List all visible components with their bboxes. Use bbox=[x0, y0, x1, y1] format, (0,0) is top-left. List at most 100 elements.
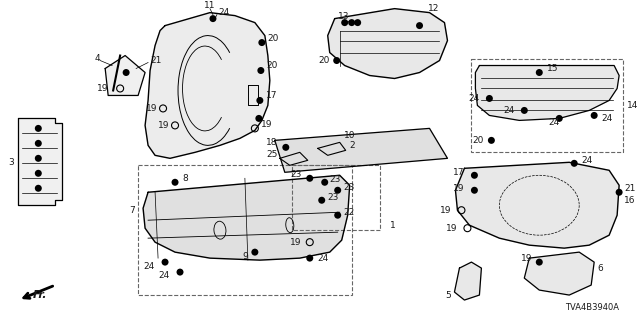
Circle shape bbox=[257, 67, 264, 74]
Text: 25: 25 bbox=[266, 150, 278, 159]
Text: 24: 24 bbox=[159, 271, 170, 280]
Bar bbox=[472, 59, 623, 152]
Text: 24: 24 bbox=[503, 106, 515, 115]
Circle shape bbox=[471, 187, 478, 194]
Polygon shape bbox=[328, 9, 447, 78]
Text: 20: 20 bbox=[472, 136, 483, 145]
Circle shape bbox=[255, 115, 262, 122]
Text: 24: 24 bbox=[144, 262, 155, 271]
Text: 1: 1 bbox=[390, 221, 396, 230]
Text: 6: 6 bbox=[597, 264, 603, 273]
Text: 8: 8 bbox=[182, 174, 188, 183]
Text: 23: 23 bbox=[291, 170, 302, 179]
Bar bbox=[292, 165, 380, 230]
Polygon shape bbox=[456, 162, 619, 248]
Circle shape bbox=[177, 268, 184, 276]
Bar bbox=[138, 165, 351, 295]
Circle shape bbox=[416, 22, 423, 29]
Circle shape bbox=[471, 172, 478, 179]
Circle shape bbox=[172, 179, 179, 186]
Text: 12: 12 bbox=[428, 4, 439, 13]
Circle shape bbox=[536, 259, 543, 266]
Polygon shape bbox=[19, 118, 62, 205]
Text: Fr.: Fr. bbox=[33, 290, 47, 300]
Text: 19: 19 bbox=[157, 121, 169, 130]
Text: 19: 19 bbox=[145, 104, 157, 113]
Circle shape bbox=[333, 57, 340, 64]
Polygon shape bbox=[476, 66, 619, 120]
Circle shape bbox=[571, 160, 578, 167]
Text: 5: 5 bbox=[445, 291, 451, 300]
Circle shape bbox=[35, 125, 42, 132]
Text: 2: 2 bbox=[349, 141, 355, 150]
Circle shape bbox=[616, 189, 623, 196]
Circle shape bbox=[35, 155, 42, 162]
Text: 9: 9 bbox=[242, 252, 248, 260]
Circle shape bbox=[161, 259, 168, 266]
Text: 24: 24 bbox=[468, 94, 479, 103]
Text: 3: 3 bbox=[8, 158, 14, 167]
Text: 17: 17 bbox=[453, 168, 465, 177]
Text: TVA4B3940A: TVA4B3940A bbox=[565, 303, 619, 312]
Circle shape bbox=[318, 197, 325, 204]
Text: 19: 19 bbox=[440, 206, 451, 215]
Circle shape bbox=[488, 137, 495, 144]
Circle shape bbox=[35, 185, 42, 192]
Text: 13: 13 bbox=[338, 12, 349, 21]
Text: 21: 21 bbox=[624, 184, 636, 193]
Circle shape bbox=[259, 39, 266, 46]
Circle shape bbox=[334, 187, 341, 194]
Circle shape bbox=[521, 107, 528, 114]
Text: 14: 14 bbox=[627, 101, 639, 110]
Circle shape bbox=[282, 144, 289, 151]
Text: 7: 7 bbox=[129, 206, 135, 215]
Circle shape bbox=[556, 115, 563, 122]
Circle shape bbox=[123, 69, 130, 76]
Polygon shape bbox=[524, 252, 594, 295]
Circle shape bbox=[307, 255, 313, 262]
Text: 20: 20 bbox=[318, 56, 330, 65]
Circle shape bbox=[486, 95, 493, 102]
Text: 18: 18 bbox=[266, 138, 278, 147]
Text: 23: 23 bbox=[330, 175, 341, 184]
Text: 4: 4 bbox=[95, 54, 100, 63]
Text: 24: 24 bbox=[601, 114, 612, 123]
Circle shape bbox=[591, 112, 598, 119]
Text: 19: 19 bbox=[97, 84, 108, 93]
Text: 22: 22 bbox=[344, 208, 355, 217]
Text: 20: 20 bbox=[268, 34, 279, 43]
Polygon shape bbox=[454, 262, 481, 300]
Text: 16: 16 bbox=[624, 196, 636, 205]
Text: 19: 19 bbox=[261, 120, 273, 129]
Text: 10: 10 bbox=[344, 131, 355, 140]
Circle shape bbox=[257, 97, 263, 104]
Polygon shape bbox=[145, 12, 270, 158]
Polygon shape bbox=[105, 56, 145, 95]
Circle shape bbox=[348, 19, 355, 26]
Text: 21: 21 bbox=[150, 56, 161, 65]
Circle shape bbox=[35, 140, 42, 147]
Polygon shape bbox=[143, 175, 349, 260]
Circle shape bbox=[334, 212, 341, 219]
Circle shape bbox=[307, 175, 313, 182]
Text: 24: 24 bbox=[317, 254, 329, 263]
Circle shape bbox=[341, 19, 348, 26]
Circle shape bbox=[536, 69, 543, 76]
Text: 23: 23 bbox=[344, 183, 355, 192]
Circle shape bbox=[252, 249, 259, 256]
Text: 23: 23 bbox=[328, 193, 339, 202]
Text: 15: 15 bbox=[547, 64, 559, 73]
Polygon shape bbox=[275, 128, 447, 172]
Text: 24: 24 bbox=[548, 118, 560, 127]
Circle shape bbox=[354, 19, 361, 26]
Circle shape bbox=[209, 15, 216, 22]
Text: 19: 19 bbox=[446, 224, 458, 233]
Text: 19: 19 bbox=[291, 238, 302, 247]
Circle shape bbox=[321, 179, 328, 186]
Text: 24: 24 bbox=[218, 8, 229, 17]
Text: 19: 19 bbox=[521, 254, 532, 263]
Text: 20: 20 bbox=[267, 61, 278, 70]
Text: 17: 17 bbox=[266, 91, 277, 100]
Text: 11: 11 bbox=[204, 1, 216, 10]
Circle shape bbox=[35, 170, 42, 177]
